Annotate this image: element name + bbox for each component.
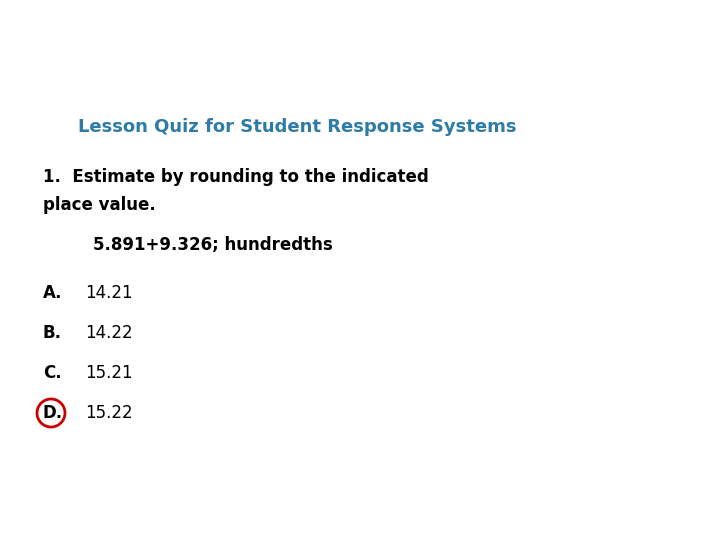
Text: 15.21: 15.21 (85, 364, 132, 382)
Text: D.: D. (43, 404, 63, 422)
Text: C.: C. (43, 364, 62, 382)
Text: 14.22: 14.22 (85, 324, 132, 342)
Text: place value.: place value. (43, 196, 156, 214)
Text: 5.891+9.326; hundredths: 5.891+9.326; hundredths (70, 236, 333, 254)
Text: A.: A. (43, 284, 63, 302)
Text: 1.  Estimate by rounding to the indicated: 1. Estimate by rounding to the indicated (43, 168, 428, 186)
Text: B.: B. (43, 324, 62, 342)
Text: 15.22: 15.22 (85, 404, 132, 422)
Text: Lesson Quiz for Student Response Systems: Lesson Quiz for Student Response Systems (78, 118, 516, 136)
Text: 14.21: 14.21 (85, 284, 132, 302)
